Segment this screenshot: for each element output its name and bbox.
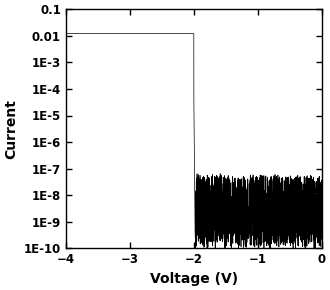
X-axis label: Voltage (V): Voltage (V): [150, 272, 238, 286]
Y-axis label: Current: Current: [4, 99, 18, 159]
